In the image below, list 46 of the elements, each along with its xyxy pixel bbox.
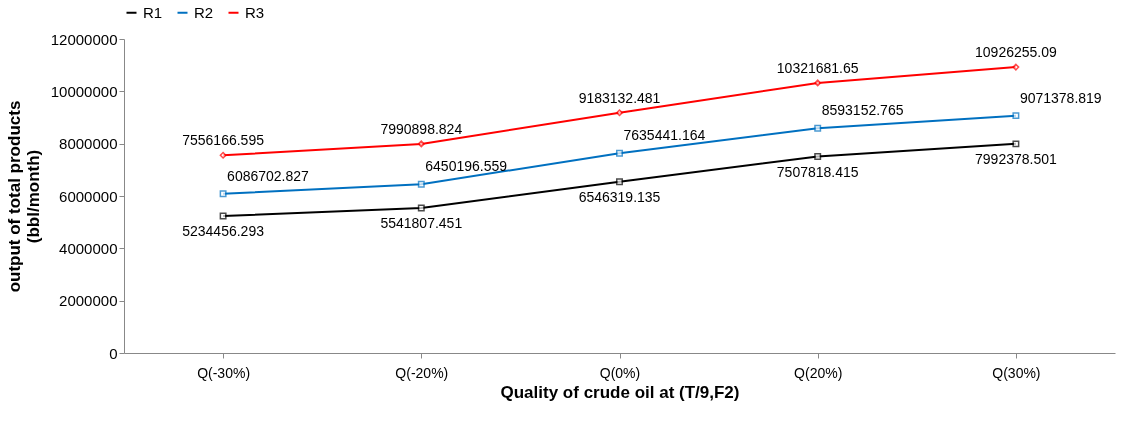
y-axis-title: output of total products (bbl/month) <box>4 100 43 293</box>
legend-label: R1 <box>143 3 163 21</box>
x-tick-label: Q(30%) <box>992 364 1041 381</box>
point <box>417 180 425 188</box>
data-label: 5234456.293 <box>182 223 265 240</box>
point <box>219 190 227 198</box>
x-axis-title: Quality of crude oil at (T/9,F2) <box>500 382 740 402</box>
y-tick-label: 0 <box>109 344 118 362</box>
data-label: 7556166.595 <box>182 132 265 149</box>
data-label: 6450196.559 <box>425 158 508 175</box>
x-tick-label: Q(20%) <box>794 364 843 381</box>
point <box>1012 112 1020 120</box>
point <box>616 109 623 117</box>
x-tick-label: Q(-30%) <box>197 364 251 381</box>
data-label: 5541807.451 <box>380 214 463 231</box>
point <box>814 153 822 161</box>
point <box>417 140 425 148</box>
point <box>219 151 227 159</box>
point <box>417 204 425 212</box>
data-label: 7507818.415 <box>776 163 859 180</box>
y-tick-label: 4000000 <box>59 239 118 257</box>
data-label: 7635441.164 <box>623 127 706 144</box>
data-label: 10926255.09 <box>975 44 1057 61</box>
point <box>1012 140 1020 148</box>
legend-label: R2 <box>194 3 214 21</box>
y-tick-label: 2000000 <box>59 292 118 310</box>
point <box>219 212 227 220</box>
x-tick-label: Q(-20%) <box>395 364 449 381</box>
data-label: 7990898.824 <box>380 120 463 137</box>
data-label: 8593152.765 <box>821 102 904 119</box>
point <box>616 178 623 186</box>
y-tick-label: 12000000 <box>50 30 118 48</box>
y-tick-label: 8000000 <box>59 135 118 153</box>
data-label: 9071378.819 <box>1019 89 1102 106</box>
point <box>814 124 822 132</box>
y-tick-label: 6000000 <box>59 187 118 205</box>
point <box>616 149 623 157</box>
data-label: 9183132.481 <box>578 89 661 106</box>
point <box>814 79 822 87</box>
data-label: 7992378.501 <box>975 150 1057 167</box>
x-tick-label: Q(0%) <box>599 364 641 381</box>
data-label: 6086702.827 <box>227 167 310 184</box>
y-tick-label: 10000000 <box>50 82 118 100</box>
data-label: 6546319.135 <box>578 188 661 205</box>
data-label: 10321681.65 <box>776 59 859 76</box>
legend-label: R3 <box>245 3 265 21</box>
